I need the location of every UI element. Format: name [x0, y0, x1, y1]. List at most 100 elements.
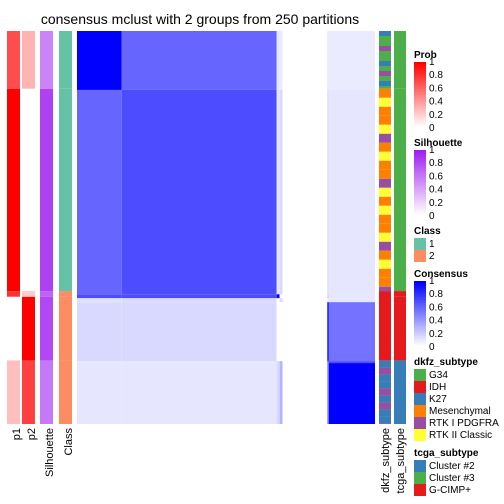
legend-grad-3-21: [414, 327, 426, 330]
legend-grad-3-5: [414, 292, 426, 295]
consensus-cell-0-5: [327, 31, 329, 90]
dkfz-mid-21: [379, 277, 391, 287]
legend-grad-0-18: [414, 101, 426, 105]
consensus-cell-0-4: [282, 31, 328, 90]
legend-grad-3-11: [414, 305, 426, 308]
legend-grad-0-19: [414, 103, 426, 107]
annotation-label-0: dkfz_subtype: [380, 428, 392, 493]
legend-grad-0-28: [414, 123, 426, 127]
legend-grad-3-4: [414, 289, 426, 293]
legend-grad-1-20: [414, 194, 426, 197]
consensus-cell-1-5: [327, 89, 329, 295]
annotation-cell-p1-3: [7, 296, 20, 361]
legend-swatch-5-0: [414, 460, 426, 472]
consensus-cell-4-3: [279, 302, 283, 362]
dkfz-mid-17: [379, 241, 391, 251]
dkfz-bottom-8: [379, 416, 391, 424]
legend-grad-0-3: [414, 68, 426, 72]
consensus-cell-1-0: [77, 89, 122, 295]
dkfz-mid-15: [379, 223, 391, 233]
legend-tick-0-1: 0.8: [429, 70, 443, 81]
legend-grad-3-7: [414, 296, 426, 300]
legend-grad-0-7: [414, 77, 426, 81]
heatmap-body: [7, 31, 406, 424]
legend-grad-1-7: [414, 165, 426, 169]
legend-tick-3-1: 0.8: [429, 289, 443, 300]
consensus-cell-0-6: [328, 31, 375, 90]
legend-grad-3-12: [414, 307, 426, 311]
dkfz-mid-22: [379, 286, 391, 292]
consensus-cell-2-4: [282, 294, 328, 299]
legend-item-2-0: 1: [429, 239, 435, 250]
consensus-cell-0-0: [77, 31, 122, 90]
tcga-cell-4: [394, 360, 406, 424]
consensus-cell-1-4: [282, 89, 328, 295]
legend-grad-0-10: [414, 84, 426, 87]
dkfz-top-1: [379, 36, 391, 41]
legend-item-4-2: K27: [429, 394, 447, 405]
dkfz-bottom-4: [379, 388, 391, 396]
legend-grad-3-3: [414, 287, 426, 291]
consensus-cell-4-4: [282, 302, 328, 362]
legend-grad-1-1: [414, 152, 426, 155]
legend-tick-1-4: 0.2: [429, 198, 443, 209]
dkfz-top-4: [379, 51, 391, 56]
legend-grad-1-11: [414, 174, 426, 177]
dkfz-top-8: [379, 71, 391, 76]
annotation-cell-p1-1: [7, 88, 20, 292]
legend-grad-3-9: [414, 300, 426, 304]
legend-grad-0-21: [414, 108, 426, 111]
legend-swatch-4-5: [414, 429, 426, 441]
legend-tick-3-3: 0.4: [429, 316, 443, 327]
dkfz-top-11: [379, 86, 391, 89]
legend-grad-1-25: [414, 205, 426, 208]
tcga-cell-2: [394, 291, 406, 297]
dkfz-top-9: [379, 76, 391, 81]
legend-grad-3-10: [414, 303, 426, 306]
legend-grad-1-4: [414, 158, 426, 162]
legend-grad-1-14: [414, 180, 426, 184]
dkfz-top-5: [379, 56, 391, 61]
legend-grad-3-29: [414, 344, 426, 348]
legend-title-1: Silhouette: [414, 138, 463, 149]
legend-grad-3-27: [414, 340, 426, 344]
consensus-cell-5-6: [328, 361, 375, 364]
consensus-cell-2-5: [327, 294, 329, 299]
dkfz-mid-5: [379, 133, 391, 143]
dkfz-top-7: [379, 66, 391, 71]
dkfz-mid-11: [379, 187, 391, 197]
legend-grad-3-18: [414, 320, 426, 324]
dkfz-mid-3: [379, 115, 391, 125]
legend-tick-1-5: 0: [429, 211, 435, 222]
legend-swatch-4-0: [414, 369, 426, 381]
legend-grad-1-8: [414, 167, 426, 171]
legend-tick-1-3: 0.4: [429, 185, 443, 196]
legend-swatch-5-2: [414, 484, 426, 496]
legend-item-4-0: G34: [429, 370, 448, 381]
legend-title-4: dkfz_subtype: [414, 357, 478, 368]
consensus-cell-5-0: [77, 361, 122, 364]
legend-grad-0-22: [414, 110, 426, 114]
legend-grad-0-5: [414, 73, 426, 76]
legend-grad-1-28: [414, 211, 426, 215]
legend-grad-1-13: [414, 178, 426, 182]
annotation-cell-class-2: [59, 291, 72, 297]
legend-grad-1-17: [414, 187, 426, 191]
consensus-cell-5-3: [279, 361, 283, 364]
consensus-cell-0-3: [279, 31, 283, 90]
legend-item-5-0: Cluster #2: [429, 461, 475, 472]
legend-grad-1-16: [414, 185, 426, 188]
consensus-cell-6-0: [77, 363, 122, 424]
consensus-cell-6-1: [121, 363, 277, 424]
annotation-cell-class-0: [59, 31, 72, 89]
legend-tick-3-2: 0.6: [429, 302, 443, 313]
legend-item-4-4: RTK I PDGFRA: [429, 418, 499, 429]
consensus-cell-6-5: [327, 363, 329, 424]
legend-panel: Prob10.80.60.40.20Silhouette10.80.60.40.…: [414, 50, 499, 496]
annotation-cell-class-1: [59, 88, 72, 292]
consensus-cell-4-5: [327, 302, 329, 362]
legend-grad-1-23: [414, 200, 426, 204]
legend-grad-1-5: [414, 161, 426, 164]
legend-grad-1-6: [414, 163, 426, 166]
